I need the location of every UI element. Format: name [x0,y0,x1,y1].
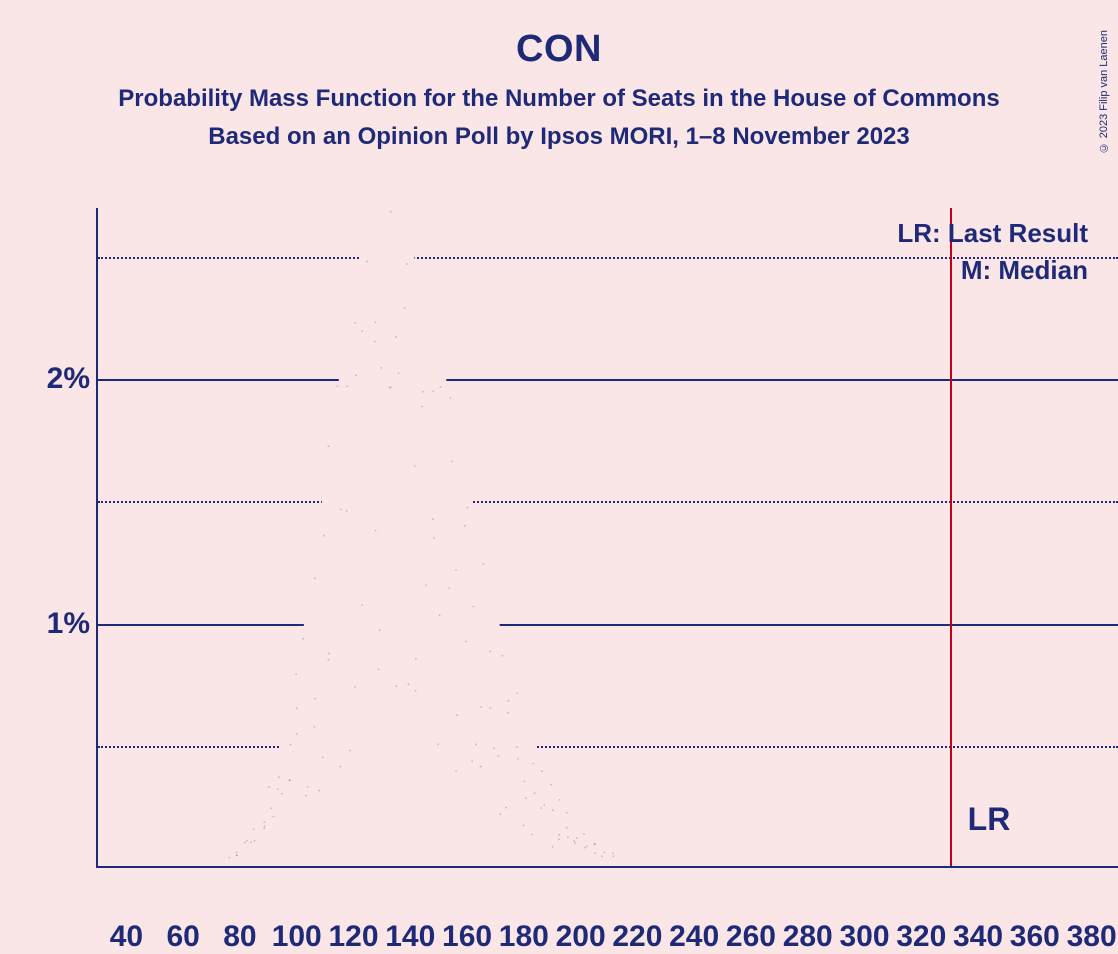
x-tick-label: 320 [896,920,946,954]
chart-subtitle-1: Probability Mass Function for the Number… [0,85,1118,113]
pmf-envelope [183,208,750,866]
plot-area: LR: Last Result M: Median LR 40608010012… [96,208,1118,868]
x-tick-label: 220 [612,920,662,954]
x-tick-label: 280 [783,920,833,954]
chart-area: LR: Last Result M: Median LR 40 60 80 10012… [0,208,1118,952]
x-tick-label: 380 [1067,920,1117,954]
x-tick-label: 40 [110,920,143,954]
x-tick-label: 140 [385,920,435,954]
x-tick-label: 200 [556,920,606,954]
pmf-distribution [98,208,1118,866]
x-tick-label: 240 [669,920,719,954]
y-tick-label: 1% [47,607,90,641]
y-tick-label: 2% [47,362,90,396]
x-tick-label: 340 [953,920,1003,954]
chart-title: CON [0,28,1118,71]
x-tick-label: 120 [328,920,378,954]
legend-lr: LR: Last Result [897,218,1088,249]
copyright-note: © 2023 Filip van Laenen [1098,30,1110,153]
x-tick-label: 80 [223,920,256,954]
legend: LR: Last Result M: Median [897,218,1088,292]
x-tick-label: 260 [726,920,776,954]
last-result-line [950,208,952,866]
legend-median: M: Median [897,255,1088,286]
x-tick-label: 60 [166,920,199,954]
x-tick-label: 100 [272,920,322,954]
x-tick-label: 300 [839,920,889,954]
x-tick-label: 360 [1010,920,1060,954]
lr-label: LR [968,801,1011,838]
x-tick-label: 160 [442,920,492,954]
chart-subtitle-2: Based on an Opinion Poll by Ipsos MORI, … [0,123,1118,151]
x-tick-label: 180 [499,920,549,954]
